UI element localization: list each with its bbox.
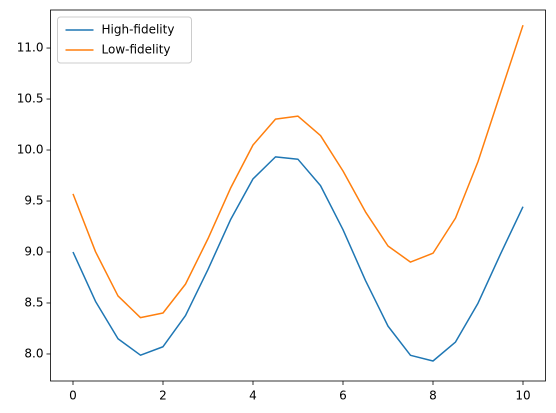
x-tick-label: 2 bbox=[159, 389, 167, 403]
legend-label: High-fidelity bbox=[102, 23, 175, 37]
y-tick-label: 10.5 bbox=[17, 92, 44, 106]
y-tick-label: 11.0 bbox=[17, 41, 44, 55]
y-tick-label: 8.0 bbox=[24, 346, 43, 360]
y-tick-label: 9.5 bbox=[24, 194, 43, 208]
x-tick-label: 4 bbox=[249, 389, 257, 403]
series-line bbox=[72, 24, 524, 319]
y-tick-label: 10.0 bbox=[17, 143, 44, 157]
y-tick-label: 8.5 bbox=[24, 295, 43, 309]
series-line bbox=[72, 156, 524, 362]
y-tick-label: 9.0 bbox=[24, 244, 43, 258]
x-tick-label: 10 bbox=[515, 389, 530, 403]
x-tick-label: 6 bbox=[339, 389, 347, 403]
axes-frame bbox=[50, 9, 546, 382]
legend-box bbox=[57, 16, 192, 64]
x-tick-label: 0 bbox=[69, 389, 77, 403]
legend-label: Low-fidelity bbox=[102, 43, 171, 57]
x-tick-label: 8 bbox=[429, 389, 437, 403]
